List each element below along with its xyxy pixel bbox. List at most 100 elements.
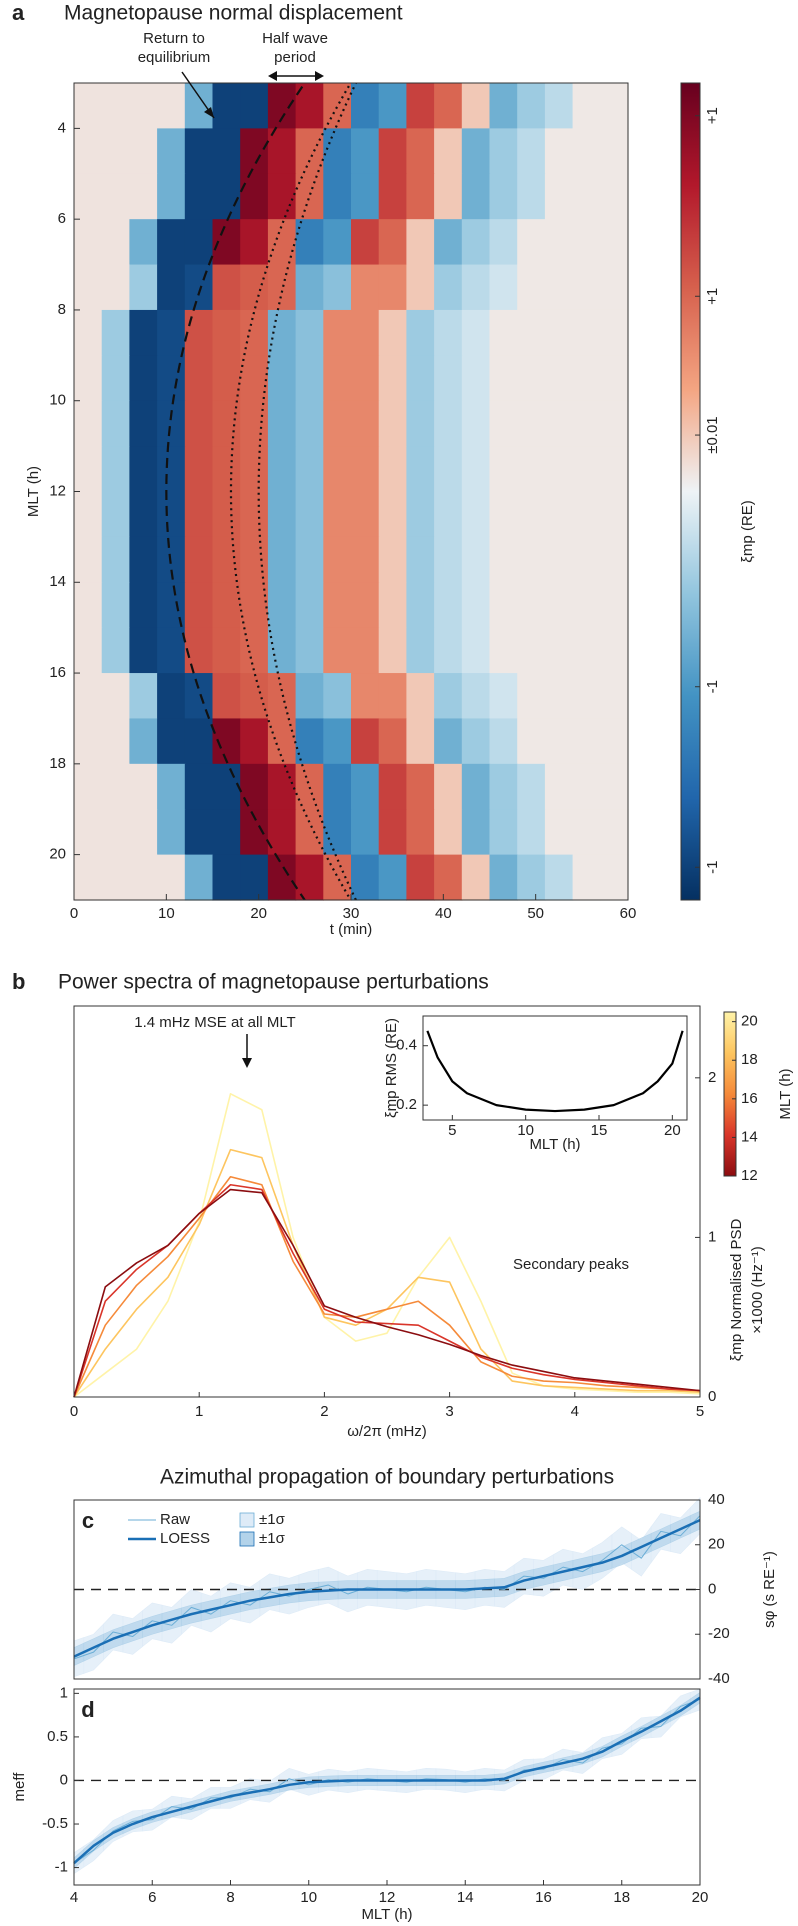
heatmap-cell <box>101 536 130 583</box>
heatmap-cell <box>240 219 269 266</box>
heatmap-cell <box>129 83 158 129</box>
heatmap-cell <box>157 627 186 674</box>
heatmap-cell <box>461 83 491 129</box>
heatmap-cell <box>544 536 574 583</box>
heatmap-cell <box>351 673 380 720</box>
heatmap-cell <box>212 173 241 220</box>
annotation: 1.4 mHz MSE at all MLT <box>134 1014 295 1031</box>
heatmap-cell <box>351 219 380 266</box>
colorbar-tick-label: 16 <box>741 1090 758 1107</box>
chart-title: Magnetopause normal displacement <box>64 2 403 25</box>
heatmap-cell <box>129 446 158 493</box>
panel-letter: d <box>81 1697 94 1722</box>
y-tick-label: 0.4 <box>396 1037 417 1054</box>
heatmap-cell <box>517 446 546 493</box>
chart-title: Power spectra of magnetopause perturbati… <box>58 971 489 994</box>
heatmap-cell <box>351 763 380 810</box>
heatmap-cell <box>157 309 186 356</box>
data-line <box>73 1092 701 1398</box>
heatmap-cell <box>378 718 407 765</box>
heatmap-cell <box>544 309 574 356</box>
heatmap-cell <box>212 83 241 129</box>
heatmap-cell <box>572 219 601 266</box>
heatmap-cell <box>101 763 130 810</box>
heatmap-cell <box>101 128 130 175</box>
heatmap-cell <box>461 264 491 311</box>
heatmap-cell <box>240 446 269 493</box>
heatmap-cell <box>434 763 463 810</box>
heatmap-cell <box>267 173 297 220</box>
heatmap-cell <box>240 355 269 402</box>
heatmap-cell <box>157 173 186 220</box>
heatmap-cell <box>517 854 546 901</box>
heatmap-cell <box>184 264 214 311</box>
heatmap-cell <box>240 673 269 720</box>
x-tick-label: 4 <box>571 1403 579 1420</box>
y-tick-label: 1 <box>708 1228 716 1245</box>
heatmap-cell <box>434 854 463 901</box>
y-axis-label: ×1000 (Hz⁻¹) <box>749 1246 766 1334</box>
heatmap-cell <box>74 718 103 765</box>
colorbar <box>680 82 701 901</box>
heatmap-cell <box>434 627 463 674</box>
annotation: Half wave <box>262 30 328 47</box>
heatmap-cell <box>240 173 269 220</box>
heatmap-cell <box>184 128 214 175</box>
heatmap-cell <box>240 264 269 311</box>
heatmap-cell <box>74 173 103 220</box>
heatmap-cell <box>544 627 574 674</box>
heatmap-cell <box>351 264 380 311</box>
x-tick-label: 10 <box>517 1122 534 1139</box>
heatmap-cell <box>406 763 435 810</box>
heatmap-cell <box>434 264 463 311</box>
x-tick-label: 18 <box>613 1889 630 1906</box>
heatmap-cell <box>600 400 629 447</box>
heatmap-cell <box>517 809 546 856</box>
heatmap-cell <box>517 400 546 447</box>
heatmap-cell <box>101 491 130 538</box>
heatmap-cell <box>184 309 214 356</box>
heatmap-cell <box>544 763 574 810</box>
data-line <box>426 1030 684 1113</box>
x-axis-label: MLT (h) <box>529 1136 580 1153</box>
heatmap-cell <box>240 83 269 129</box>
heatmap-cell <box>323 536 352 583</box>
heatmap-cell <box>74 809 103 856</box>
heatmap-cell <box>129 627 158 674</box>
heatmap-cell <box>434 309 463 356</box>
heatmap-cell <box>101 718 130 765</box>
heatmap-cell <box>544 128 574 175</box>
heatmap-cell <box>74 491 103 538</box>
heatmap-cell <box>240 718 269 765</box>
heatmap-cell <box>434 400 463 447</box>
colorbar-label: ξmp (RE) <box>739 500 756 563</box>
y-tick-label: -40 <box>708 1670 730 1687</box>
heatmap-cell <box>351 309 380 356</box>
y-tick-label: 6 <box>58 210 66 227</box>
heatmap-cell <box>101 83 130 129</box>
heatmap-cell <box>240 536 269 583</box>
data-line <box>73 1183 701 1398</box>
data-line <box>73 1696 701 1865</box>
heatmap-cell <box>74 627 103 674</box>
colorbar-tick-label: 18 <box>741 1051 758 1068</box>
heatmap-cell <box>378 355 407 402</box>
heatmap-cell <box>184 446 214 493</box>
heatmap-cell <box>517 627 546 674</box>
heatmap-cell <box>434 173 463 220</box>
heatmap-cell <box>129 219 158 266</box>
heatmap-cell <box>434 355 463 402</box>
y-tick-label: -1 <box>55 1859 68 1876</box>
heatmap-cell <box>378 446 407 493</box>
x-tick-label: 4 <box>70 1889 78 1906</box>
heatmap-cell <box>157 400 186 447</box>
heatmap-cell <box>378 83 407 129</box>
heatmap-cell <box>74 673 103 720</box>
heatmap-cell <box>129 491 158 538</box>
heatmap-cell <box>406 446 435 493</box>
heatmap-cell <box>351 536 380 583</box>
y-tick-label: 10 <box>49 392 66 409</box>
heatmap-cell <box>184 536 214 583</box>
y-tick-label: 40 <box>708 1491 725 1508</box>
heatmap-cell <box>517 673 546 720</box>
